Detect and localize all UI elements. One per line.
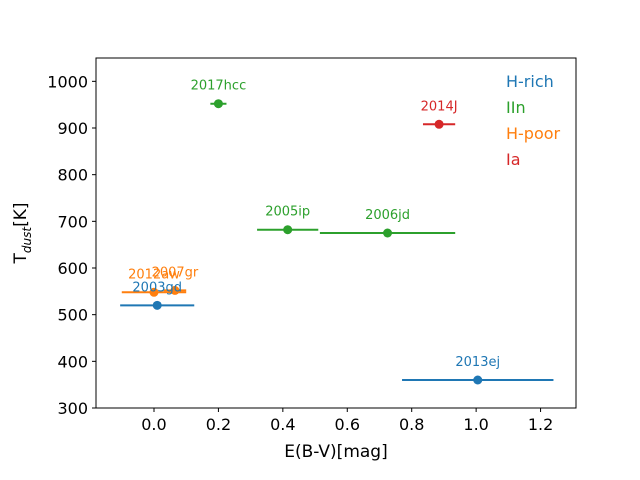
y-tick-label: 600 [57,259,88,278]
y-axis-label-rest: [K] [11,203,31,227]
x-tick-label: 0.0 [141,415,166,434]
x-tick-label: 1.0 [463,415,488,434]
y-tick-label: 700 [57,212,88,231]
data-point-2007gr [170,285,180,295]
data-point-2006jd [383,228,393,238]
y-axis-label-sub: dust [20,226,34,253]
data-label-2005ip: 2005ip [265,205,310,220]
plot-area [95,57,577,409]
data-label-2017hcc: 2017hcc [191,79,247,94]
y-tick-label: 1000 [47,72,88,91]
data-label-2014J: 2014J [421,99,458,114]
y-tick-label: 900 [57,119,88,138]
data-point-2005ip [283,225,293,235]
data-point-2014J [434,119,444,129]
y-tick-label: 400 [57,352,88,371]
data-point-2017hcc [213,99,223,109]
data-label-2006jd: 2006jd [365,208,410,223]
data-label-2013ej: 2013ej [455,355,500,370]
y-tick-label: 300 [57,399,88,418]
data-label-2003gd: 2003gd [132,280,182,295]
y-axis-label-base: T [11,253,31,265]
data-label-2007gr: 2007gr [152,265,199,280]
legend-entry-iin: IIn [506,98,526,117]
legend-entry-ia: Ia [506,150,521,169]
data-point-2013ej [473,375,483,385]
legend-entry-h-poor: H-poor [506,124,561,143]
legend-entry-h-rich: H-rich [506,72,554,91]
data-point-2012aw [149,287,159,297]
y-tick-label: 500 [57,306,88,325]
x-axis-label: E(B-V)[mag] [284,442,387,462]
data-label-2012aw: 2012aw [128,267,180,282]
x-tick-label: 0.6 [335,415,360,434]
x-tick-label: 0.4 [270,415,295,434]
x-tick-label: 0.8 [399,415,424,434]
x-tick-label: 0.2 [206,415,231,434]
y-axis-label: Tdust[K] [11,203,34,265]
data-point-2003gd [152,300,162,310]
y-tick-label: 800 [57,166,88,185]
x-tick-label: 1.2 [528,415,553,434]
